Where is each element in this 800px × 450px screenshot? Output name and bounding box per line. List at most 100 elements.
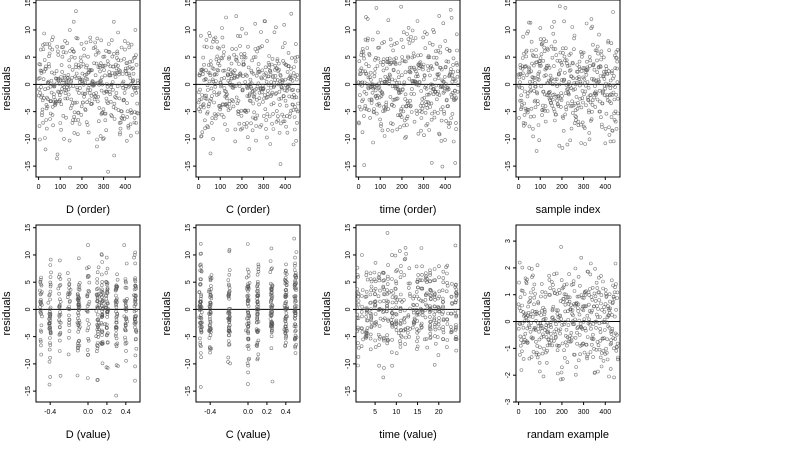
data-point	[409, 65, 414, 70]
data-point	[591, 42, 595, 47]
data-point	[393, 62, 398, 66]
data-point	[356, 363, 360, 368]
data-point	[115, 277, 120, 282]
data-point	[588, 350, 593, 354]
data-point	[565, 343, 569, 348]
data-point	[285, 314, 289, 319]
data-point	[373, 312, 378, 316]
data-point	[427, 55, 432, 60]
data-point	[58, 373, 63, 378]
data-point	[580, 120, 585, 125]
data-point	[48, 305, 53, 310]
data-point	[388, 95, 393, 99]
data-point	[405, 330, 410, 335]
data-point	[557, 4, 562, 9]
data-point	[523, 64, 528, 68]
data-point	[398, 339, 402, 343]
data-point	[419, 321, 424, 326]
data-point	[273, 64, 278, 68]
data-point	[217, 59, 221, 63]
data-point	[48, 341, 52, 345]
data-point	[569, 303, 573, 308]
data-point	[246, 242, 250, 246]
data-point	[108, 73, 113, 78]
data-point	[416, 131, 421, 136]
data-point	[571, 76, 576, 80]
data-point	[374, 111, 379, 116]
data-point	[75, 373, 80, 378]
data-point	[295, 54, 300, 59]
data-point	[573, 335, 578, 340]
data-point	[87, 91, 92, 95]
data-point	[595, 97, 600, 102]
data-point	[590, 285, 595, 290]
data-point	[197, 290, 202, 295]
data-point	[403, 327, 408, 332]
data-point	[369, 98, 374, 103]
data-point	[580, 54, 584, 59]
data-point	[552, 109, 557, 114]
data-point	[385, 288, 389, 293]
data-point	[255, 320, 259, 325]
data-point	[376, 56, 381, 61]
data-point	[133, 293, 138, 298]
y-tick-label: 0	[25, 82, 32, 86]
data-point	[419, 246, 424, 250]
data-point	[445, 322, 450, 326]
data-point	[75, 36, 80, 41]
data-point	[422, 96, 427, 100]
data-point	[86, 88, 90, 92]
data-point	[206, 125, 210, 129]
data-point	[255, 289, 259, 294]
data-point	[593, 299, 598, 303]
data-point	[437, 289, 442, 294]
data-point	[117, 96, 122, 101]
data-point	[615, 290, 620, 295]
data-point	[201, 55, 205, 60]
data-point	[259, 76, 264, 81]
data-point	[521, 34, 525, 39]
data-point	[562, 71, 567, 75]
data-point	[389, 61, 393, 65]
y-tick-label: -5	[345, 108, 352, 114]
data-point	[261, 86, 266, 90]
data-point	[565, 142, 570, 147]
data-point	[399, 270, 403, 274]
data-point	[77, 285, 82, 289]
data-point	[436, 72, 441, 76]
data-point	[115, 51, 120, 56]
data-point	[283, 98, 288, 103]
data-point	[382, 108, 387, 113]
data-point	[115, 272, 119, 277]
data-point	[525, 94, 530, 99]
data-point	[454, 96, 459, 100]
data-point	[555, 348, 560, 353]
data-point	[396, 331, 401, 336]
data-point	[607, 374, 611, 379]
data-point	[453, 308, 458, 313]
data-point	[416, 297, 421, 301]
y-tick-label: -5	[505, 108, 512, 114]
data-point	[519, 98, 524, 103]
x-axis-label: C (order)	[226, 204, 270, 216]
data-point	[237, 81, 241, 86]
data-point	[369, 314, 373, 319]
data-point	[85, 292, 90, 297]
data-point	[86, 130, 91, 135]
data-point	[47, 311, 52, 316]
x-axis-label: time (value)	[379, 429, 436, 441]
data-point	[234, 14, 239, 18]
data-point	[242, 62, 246, 67]
data-point	[97, 327, 101, 332]
data-point	[445, 283, 450, 288]
data-point	[124, 286, 129, 290]
data-point	[399, 264, 403, 268]
data-point	[252, 92, 257, 96]
data-point	[99, 88, 104, 93]
data-point	[266, 89, 270, 93]
data-point	[76, 343, 80, 348]
data-point	[597, 298, 602, 302]
data-point	[539, 52, 544, 57]
data-point	[590, 98, 595, 102]
